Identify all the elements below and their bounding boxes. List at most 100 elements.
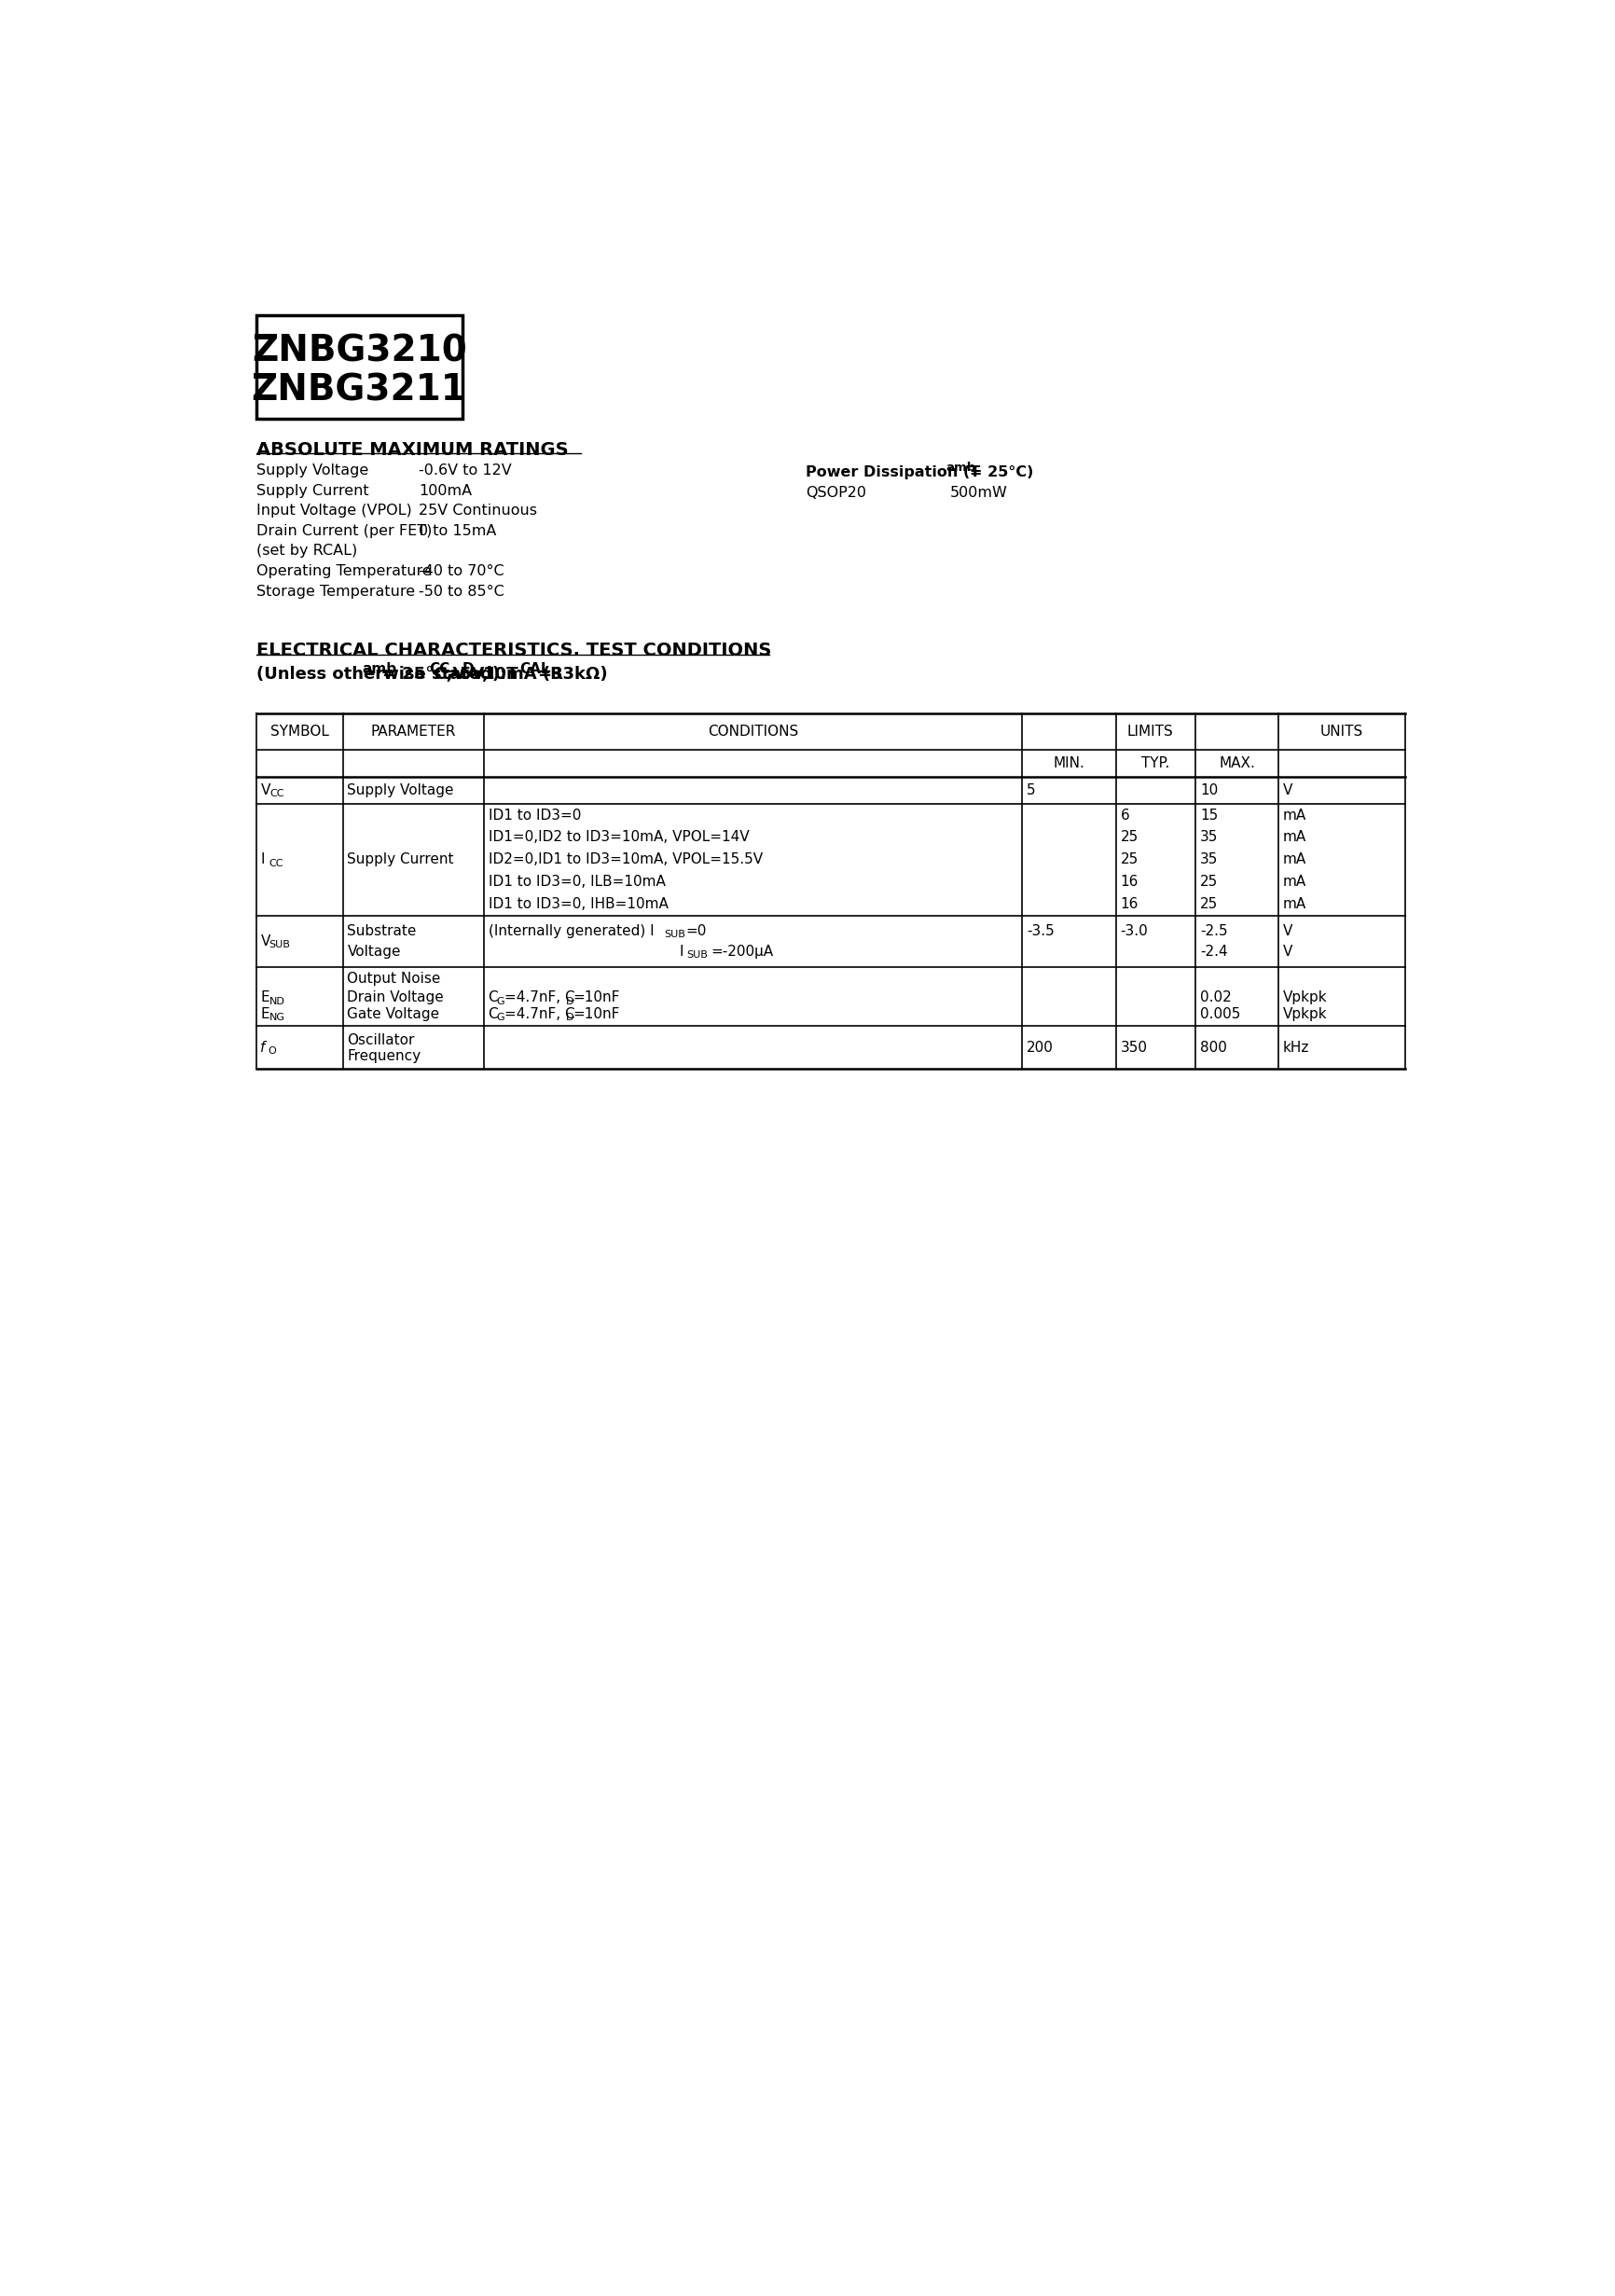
Text: QSOP20: QSOP20 <box>804 487 866 501</box>
Text: 350: 350 <box>1119 1040 1147 1054</box>
Text: ID1 to ID3=0, ILB=10mA: ID1 to ID3=0, ILB=10mA <box>488 875 665 889</box>
Text: V: V <box>1282 944 1292 957</box>
Text: -0.6V to 12V: -0.6V to 12V <box>418 464 512 478</box>
Text: NG: NG <box>270 1013 284 1022</box>
Text: Drain Voltage: Drain Voltage <box>347 990 444 1006</box>
Text: LIMITS: LIMITS <box>1127 726 1172 739</box>
Text: 15: 15 <box>1200 808 1218 822</box>
Text: ID1 to ID3=0, IHB=10mA: ID1 to ID3=0, IHB=10mA <box>488 898 667 912</box>
Text: 16: 16 <box>1119 898 1139 912</box>
Text: ELECTRICAL CHARACTERISTICS. TEST CONDITIONS: ELECTRICAL CHARACTERISTICS. TEST CONDITI… <box>257 643 770 659</box>
Text: V: V <box>1282 923 1292 937</box>
Text: 10: 10 <box>1200 783 1218 797</box>
Text: 800: 800 <box>1200 1040 1226 1054</box>
Text: ID1=0,ID2 to ID3=10mA, VPOL=14V: ID1=0,ID2 to ID3=10mA, VPOL=14V <box>488 831 748 845</box>
Text: 100mA: 100mA <box>418 484 472 498</box>
Text: 16: 16 <box>1119 875 1139 889</box>
Text: UNITS: UNITS <box>1319 726 1363 739</box>
Text: amb: amb <box>946 461 975 473</box>
Text: Vpkpk: Vpkpk <box>1282 1008 1326 1022</box>
Text: Operating Temperature: Operating Temperature <box>257 565 431 579</box>
Text: MAX.: MAX. <box>1218 755 1255 769</box>
Text: D: D <box>462 664 473 677</box>
Text: 0.005: 0.005 <box>1200 1008 1240 1022</box>
Text: I: I <box>678 944 683 957</box>
Text: 35: 35 <box>1200 831 1218 845</box>
Text: Substrate: Substrate <box>347 923 417 937</box>
Text: =10nF: =10nF <box>572 990 619 1006</box>
Text: -50 to 85°C: -50 to 85°C <box>418 583 504 599</box>
Text: MIN.: MIN. <box>1053 755 1084 769</box>
Text: 0 to 15mA: 0 to 15mA <box>418 523 496 537</box>
Text: CC: CC <box>268 859 283 868</box>
Text: SUB: SUB <box>270 939 291 951</box>
Text: mA: mA <box>1282 898 1307 912</box>
Text: -2.5: -2.5 <box>1200 923 1227 937</box>
Text: ID2=0,ID1 to ID3=10mA, VPOL=15.5V: ID2=0,ID1 to ID3=10mA, VPOL=15.5V <box>488 852 762 866</box>
Text: SUB: SUB <box>686 951 707 960</box>
Text: =4.7nF, C: =4.7nF, C <box>504 990 575 1006</box>
Text: Supply Current: Supply Current <box>257 484 368 498</box>
Text: C: C <box>488 1008 497 1022</box>
Text: G: G <box>496 996 504 1006</box>
Text: Drain Current (per FET): Drain Current (per FET) <box>257 523 431 537</box>
Text: (set by RCAL): (set by RCAL) <box>257 544 357 558</box>
Text: PARAMETER: PARAMETER <box>370 726 455 739</box>
Text: CC: CC <box>270 790 284 799</box>
Text: =33kΩ): =33kΩ) <box>538 666 607 682</box>
Text: D: D <box>565 996 573 1006</box>
Text: mA: mA <box>1282 852 1307 866</box>
Text: 25: 25 <box>1119 831 1139 845</box>
Text: E: E <box>260 1008 270 1022</box>
Text: f: f <box>260 1040 265 1054</box>
Text: 25: 25 <box>1200 875 1218 889</box>
Text: V: V <box>260 783 270 797</box>
Text: ABSOLUTE MAXIMUM RATINGS: ABSOLUTE MAXIMUM RATINGS <box>257 441 568 459</box>
Text: 5: 5 <box>1026 783 1035 797</box>
Bar <box>257 315 462 420</box>
Text: Storage Temperature: Storage Temperature <box>257 583 415 599</box>
Text: E: E <box>260 990 270 1006</box>
Text: =0: =0 <box>686 923 707 937</box>
Text: I: I <box>260 852 265 866</box>
Text: V: V <box>1282 783 1292 797</box>
Text: -3.5: -3.5 <box>1026 923 1053 937</box>
Text: CC: CC <box>430 664 451 677</box>
Text: -3.0: -3.0 <box>1119 923 1148 937</box>
Text: Supply Voltage: Supply Voltage <box>257 464 368 478</box>
Text: 200: 200 <box>1026 1040 1053 1054</box>
Text: SUB: SUB <box>664 930 685 939</box>
Text: CONDITIONS: CONDITIONS <box>707 726 798 739</box>
Text: = 25°C): = 25°C) <box>969 466 1034 480</box>
Text: TYP.: TYP. <box>1142 755 1169 769</box>
Text: 25: 25 <box>1119 852 1139 866</box>
Text: =10mA (R: =10mA (R <box>468 666 564 682</box>
Text: Gate Voltage: Gate Voltage <box>347 1008 439 1022</box>
Text: Output Noise: Output Noise <box>347 971 441 985</box>
Text: Supply Current: Supply Current <box>347 852 454 866</box>
Text: = 25°C,V: = 25°C,V <box>381 666 465 682</box>
Text: Power Dissipation (T: Power Dissipation (T <box>804 466 979 480</box>
Text: mA: mA <box>1282 808 1307 822</box>
Text: kHz: kHz <box>1282 1040 1308 1054</box>
Text: Frequency: Frequency <box>347 1049 422 1063</box>
Text: 0.02: 0.02 <box>1200 990 1231 1006</box>
Text: G: G <box>496 1013 504 1022</box>
Text: amb: amb <box>362 664 397 677</box>
Text: Oscillator: Oscillator <box>347 1033 415 1047</box>
Text: C: C <box>488 990 497 1006</box>
Text: 6: 6 <box>1119 808 1129 822</box>
Text: mA: mA <box>1282 875 1307 889</box>
Text: 35: 35 <box>1200 852 1218 866</box>
Text: O: O <box>268 1047 276 1056</box>
Text: =10nF: =10nF <box>572 1008 619 1022</box>
Text: V: V <box>260 934 270 948</box>
Text: Supply Voltage: Supply Voltage <box>347 783 454 797</box>
Text: D: D <box>565 1013 573 1022</box>
Text: (Unless otherwise stated):T: (Unless otherwise stated):T <box>257 666 517 682</box>
Text: mA: mA <box>1282 831 1307 845</box>
Text: Input Voltage (VPOL): Input Voltage (VPOL) <box>257 503 412 519</box>
Text: 25: 25 <box>1200 898 1218 912</box>
Text: Voltage: Voltage <box>347 944 401 957</box>
Text: Vpkpk: Vpkpk <box>1282 990 1326 1006</box>
